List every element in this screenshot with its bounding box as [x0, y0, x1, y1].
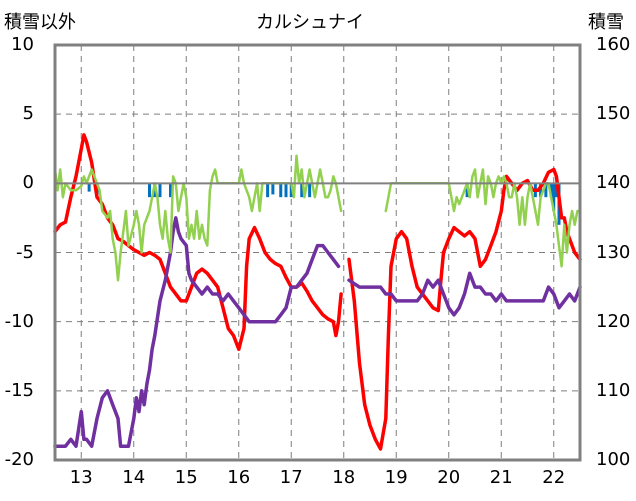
- precip-bar: [148, 183, 151, 198]
- plot-frame: [53, 43, 582, 462]
- x-tick-label: 14: [122, 467, 146, 488]
- precip-bar: [549, 183, 553, 198]
- precip-bar: [300, 183, 304, 198]
- left-axis-title: 積雪以外: [4, 12, 76, 33]
- x-tick-label: 20: [437, 467, 461, 488]
- x-tick-label: 21: [489, 467, 513, 488]
- right-tick-label: 100: [596, 449, 631, 470]
- chart-title: カルシュナイ: [256, 12, 364, 33]
- precip-bar: [539, 183, 543, 198]
- red-series-line: [347, 167, 582, 451]
- green-series-line: [53, 154, 343, 282]
- precip-bar: [465, 183, 469, 198]
- right-tick-label: 110: [596, 379, 631, 401]
- precip-bar: [544, 183, 548, 198]
- left-tick-label: -10: [4, 310, 34, 332]
- precip-bar: [266, 183, 270, 198]
- purple-series-line: [347, 271, 582, 317]
- right-tick-label: 150: [596, 103, 631, 125]
- x-tick-label: 17: [279, 467, 303, 488]
- right-tick-label: 120: [596, 310, 631, 332]
- precip-bar: [169, 183, 172, 198]
- precip-bar: [87, 183, 91, 192]
- precip-bar: [279, 183, 283, 198]
- x-tick-label: 16: [227, 467, 251, 488]
- left-tick-label: 10: [11, 34, 34, 55]
- precip-bar: [153, 183, 157, 198]
- left-tick-label: 5: [22, 103, 34, 125]
- right-tick-label: 130: [596, 241, 631, 263]
- precip-bar: [284, 183, 288, 198]
- left-tick-label: -5: [16, 241, 34, 263]
- precip-bar: [308, 183, 312, 198]
- x-tick-label: 18: [332, 467, 356, 488]
- left-tick-label: -20: [4, 449, 34, 470]
- precip-bar: [552, 183, 556, 211]
- x-tick-label: 22: [542, 467, 566, 488]
- right-tick-label: 140: [596, 172, 631, 194]
- series-lines: [53, 133, 582, 451]
- x-tick-label: 19: [384, 467, 408, 488]
- purple-series-line: [53, 216, 341, 448]
- grid: [55, 45, 580, 460]
- right-tick-label: 160: [596, 34, 631, 55]
- right-axis-title: 積雪: [588, 12, 624, 33]
- precip-bar: [289, 183, 293, 198]
- left-tick-label: 0: [22, 172, 34, 194]
- precip-bar: [158, 183, 162, 198]
- x-tick-label: 13: [69, 467, 93, 488]
- x-tick-label: 15: [174, 467, 198, 488]
- left-tick-label: -15: [4, 379, 34, 401]
- precip-bar: [271, 183, 275, 195]
